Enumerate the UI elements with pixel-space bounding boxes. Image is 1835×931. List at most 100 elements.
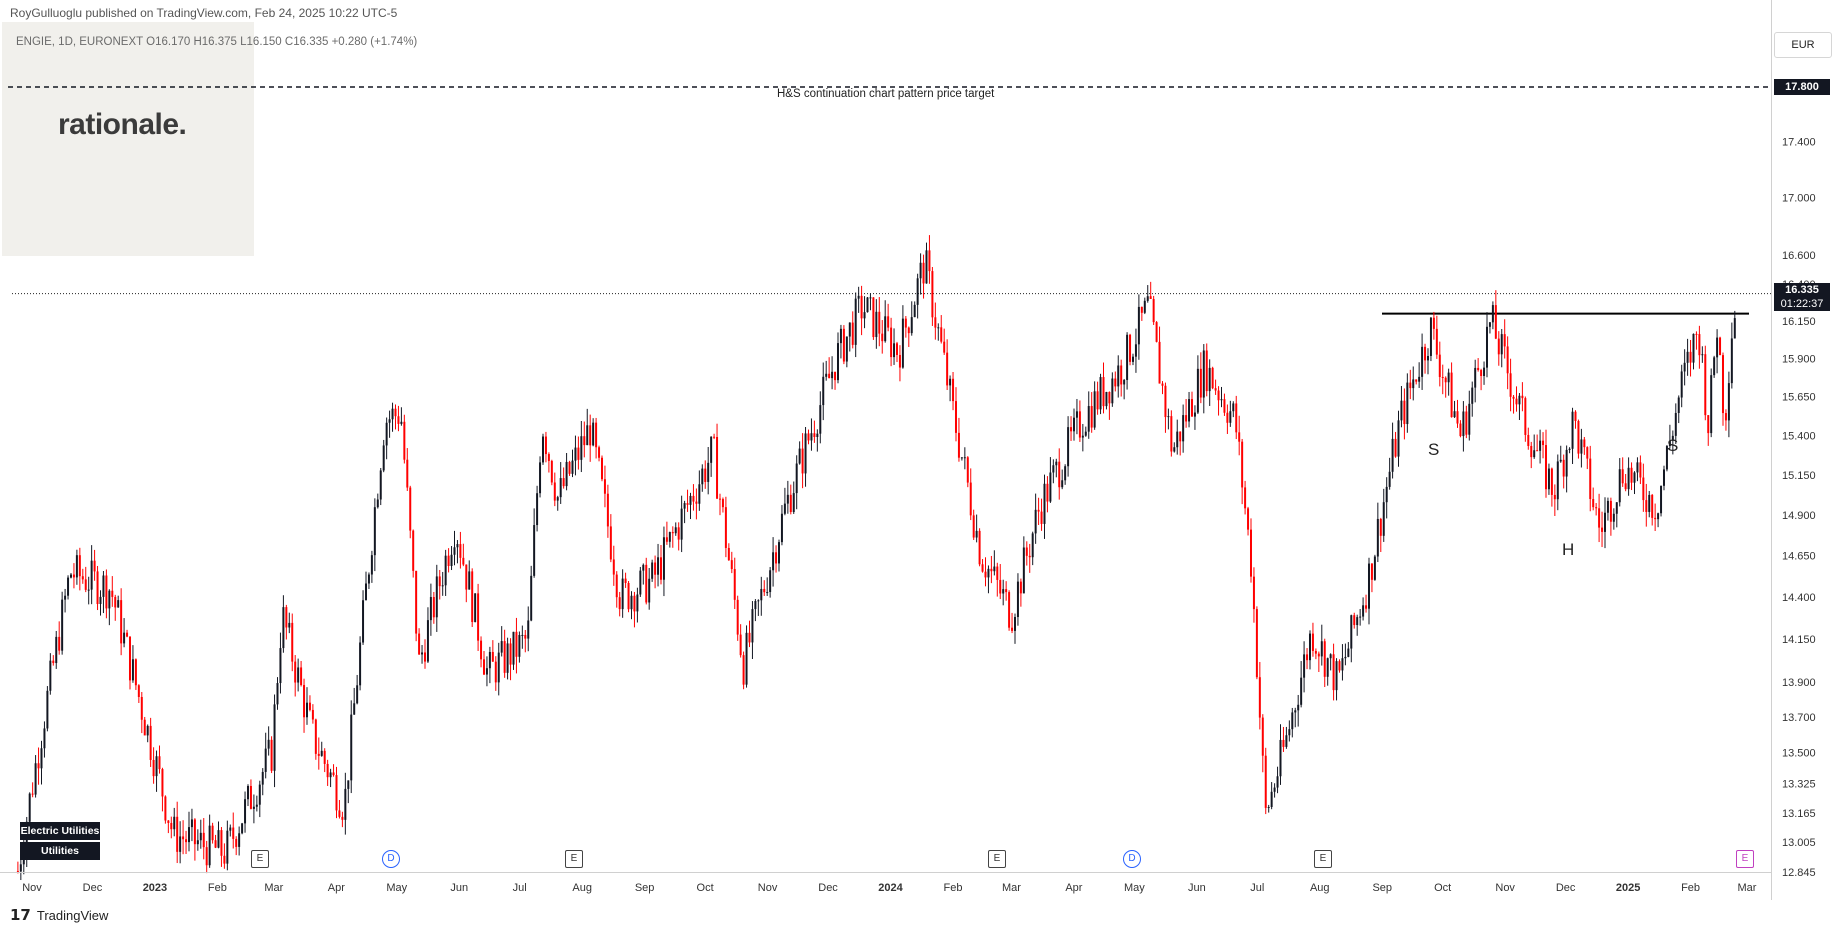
price-tick-label: 15.900 <box>1782 354 1816 366</box>
brand-name: TradingView <box>36 907 109 923</box>
candle-body <box>1120 365 1123 385</box>
candle-body <box>1105 391 1108 407</box>
candle-body <box>807 433 810 441</box>
price-axis[interactable]: 17.40017.00016.60016.40016.15015.90015.6… <box>1771 0 1835 900</box>
earnings-event-icon[interactable]: E <box>251 850 269 868</box>
candle-body <box>134 659 137 686</box>
candle-body <box>1211 367 1214 389</box>
candle-body <box>978 530 981 565</box>
candle-body <box>1025 547 1028 556</box>
candle-body <box>232 827 235 839</box>
candle-body <box>1137 306 1140 345</box>
candle-body <box>887 316 890 328</box>
candle-body <box>1603 512 1606 532</box>
industry-badge[interactable]: Utilities <box>20 842 100 860</box>
candle-body <box>1308 633 1311 661</box>
candle-body <box>1167 416 1170 418</box>
candle-body <box>267 739 270 749</box>
candle-body <box>972 515 975 538</box>
candle-body <box>963 457 966 459</box>
candle-body <box>471 571 474 623</box>
candle-body <box>1485 326 1488 368</box>
candle-body <box>1341 658 1344 671</box>
price-chart[interactable] <box>0 0 1771 900</box>
candle-body <box>1406 382 1409 425</box>
time-tick-label: May <box>386 882 407 894</box>
candle-body <box>1043 483 1046 524</box>
candle-body <box>733 569 736 600</box>
dividend-event-icon[interactable]: D <box>382 850 400 868</box>
candle-body <box>303 685 306 718</box>
candle-body <box>480 640 483 660</box>
candle-body <box>1182 415 1185 442</box>
candle-body <box>1571 411 1574 449</box>
candle-body <box>836 343 839 381</box>
candle-body <box>238 833 241 847</box>
candle-body <box>1102 377 1105 407</box>
candle-body <box>1241 441 1244 488</box>
candle-body <box>1683 362 1686 372</box>
candle-body <box>96 571 99 605</box>
candle-body <box>1421 346 1424 377</box>
candle-body <box>1462 411 1465 437</box>
candle-body <box>795 463 798 494</box>
candle-body <box>692 495 695 502</box>
earnings-event-icon[interactable]: E <box>988 850 1006 868</box>
sector-badge[interactable]: Electric Utilities <box>20 822 100 840</box>
candle-body <box>1627 467 1630 490</box>
candle-body <box>1615 502 1618 514</box>
candle-body <box>842 328 845 362</box>
candle-body <box>1536 450 1539 452</box>
price-tick-label: 15.150 <box>1782 470 1816 482</box>
candle-body <box>19 864 22 872</box>
candle-body <box>598 447 601 458</box>
dividend-event-icon[interactable]: D <box>1123 850 1141 868</box>
time-axis[interactable]: Nov Dec 2023 Feb Mar Apr May Jun Jul Aug Sep Oct Nov… <box>0 872 1771 901</box>
candle-body <box>686 503 689 505</box>
price-tick-label: 12.845 <box>1782 867 1816 879</box>
candle-body <box>760 588 763 601</box>
candle-body <box>1662 469 1665 486</box>
candle-body <box>297 667 300 683</box>
candle-body <box>863 312 866 319</box>
candle-body <box>1595 507 1598 509</box>
earnings-event-icon[interactable]: E <box>1314 850 1332 868</box>
candle-body <box>1049 472 1052 502</box>
candle-body <box>1276 776 1279 788</box>
candle-body <box>621 578 624 610</box>
candle-body <box>438 576 441 587</box>
candle-body <box>40 748 43 769</box>
candle-body <box>1005 589 1008 593</box>
candle-body <box>869 297 872 299</box>
time-tick-label: Oct <box>697 882 714 894</box>
earnings-event-icon[interactable]: E <box>1736 850 1754 868</box>
candle-body <box>497 652 500 683</box>
candle-body <box>444 555 447 586</box>
candle-body <box>716 436 719 499</box>
candle-body <box>1078 411 1081 438</box>
candle-body <box>1521 395 1524 399</box>
candle-body <box>943 341 946 353</box>
candle-body <box>344 788 347 820</box>
candle-body <box>975 530 978 538</box>
candle-body <box>1654 517 1657 520</box>
candle-body <box>1282 739 1285 747</box>
left-shoulder-label: S <box>1428 440 1440 459</box>
candle-body <box>400 421 403 424</box>
candle-body <box>90 560 93 590</box>
candle-body <box>509 643 512 665</box>
candle-body <box>1264 755 1267 808</box>
candle-body <box>1651 494 1654 518</box>
currency-button[interactable]: EUR <box>1774 32 1832 58</box>
candle-body <box>1013 617 1016 631</box>
candle-body <box>1518 395 1521 405</box>
time-tick-label: Dec <box>1556 882 1576 894</box>
candle-body <box>1126 334 1129 380</box>
symbol-ohlc-legend[interactable]: ENGIE, 1D, EURONEXT O16.170 H16.375 L16.… <box>16 36 418 48</box>
candle-body <box>860 295 863 319</box>
candle-body <box>1217 390 1220 401</box>
candle-body <box>1432 317 1435 329</box>
earnings-event-icon[interactable]: E <box>565 850 583 868</box>
candle-body <box>1052 465 1055 473</box>
candle-body <box>1692 333 1695 363</box>
